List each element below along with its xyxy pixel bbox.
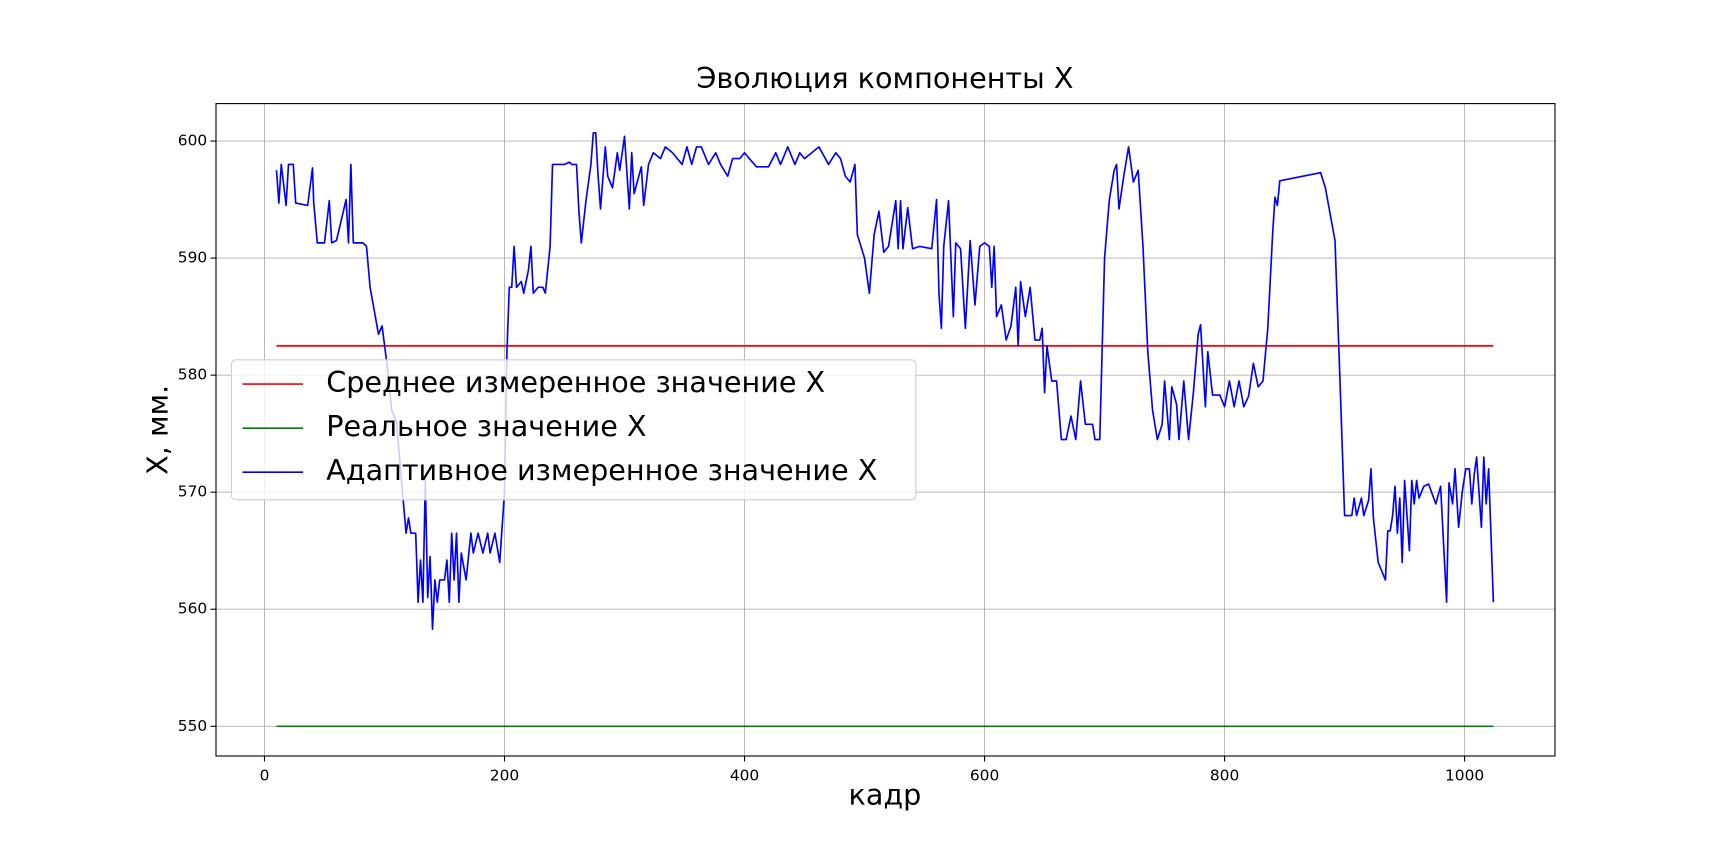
- x-tick-label: 800: [1210, 766, 1239, 784]
- y-tick-label: 580: [178, 366, 207, 384]
- y-tick-label: 560: [178, 600, 207, 618]
- x-tick-label: 0: [260, 766, 270, 784]
- legend-label: Адаптивное измеренное значение X: [326, 453, 877, 487]
- axes-frame: [215, 103, 1556, 757]
- x-tick-label: 400: [730, 766, 759, 784]
- x-tick-label: 1000: [1445, 766, 1484, 784]
- y-tick-label: 600: [178, 132, 207, 150]
- data-line: [275, 132, 1495, 630]
- y-tick-label: 570: [178, 483, 207, 501]
- legend-label: Реальное значение X: [326, 409, 646, 443]
- legend-box: [230, 359, 917, 501]
- legend: Среднее измеренное значение X Реальное зн…: [230, 359, 917, 501]
- y-tick-label: 590: [178, 249, 207, 267]
- ticks: 0 200 400 600 800 1000 550 560 570 580 590 600: [178, 132, 1484, 785]
- x-axis-label: кадр: [849, 777, 922, 811]
- legend-label: Среднее измеренное значение X: [326, 365, 825, 399]
- x-tick-label: 600: [970, 766, 999, 784]
- y-tick-label: 550: [178, 717, 207, 735]
- y-axis-label: X, мм.: [141, 385, 175, 475]
- chart-title: Эволюция компоненты X: [696, 61, 1073, 95]
- plot-lines: [275, 132, 1495, 728]
- x-tick-label: 200: [490, 766, 519, 784]
